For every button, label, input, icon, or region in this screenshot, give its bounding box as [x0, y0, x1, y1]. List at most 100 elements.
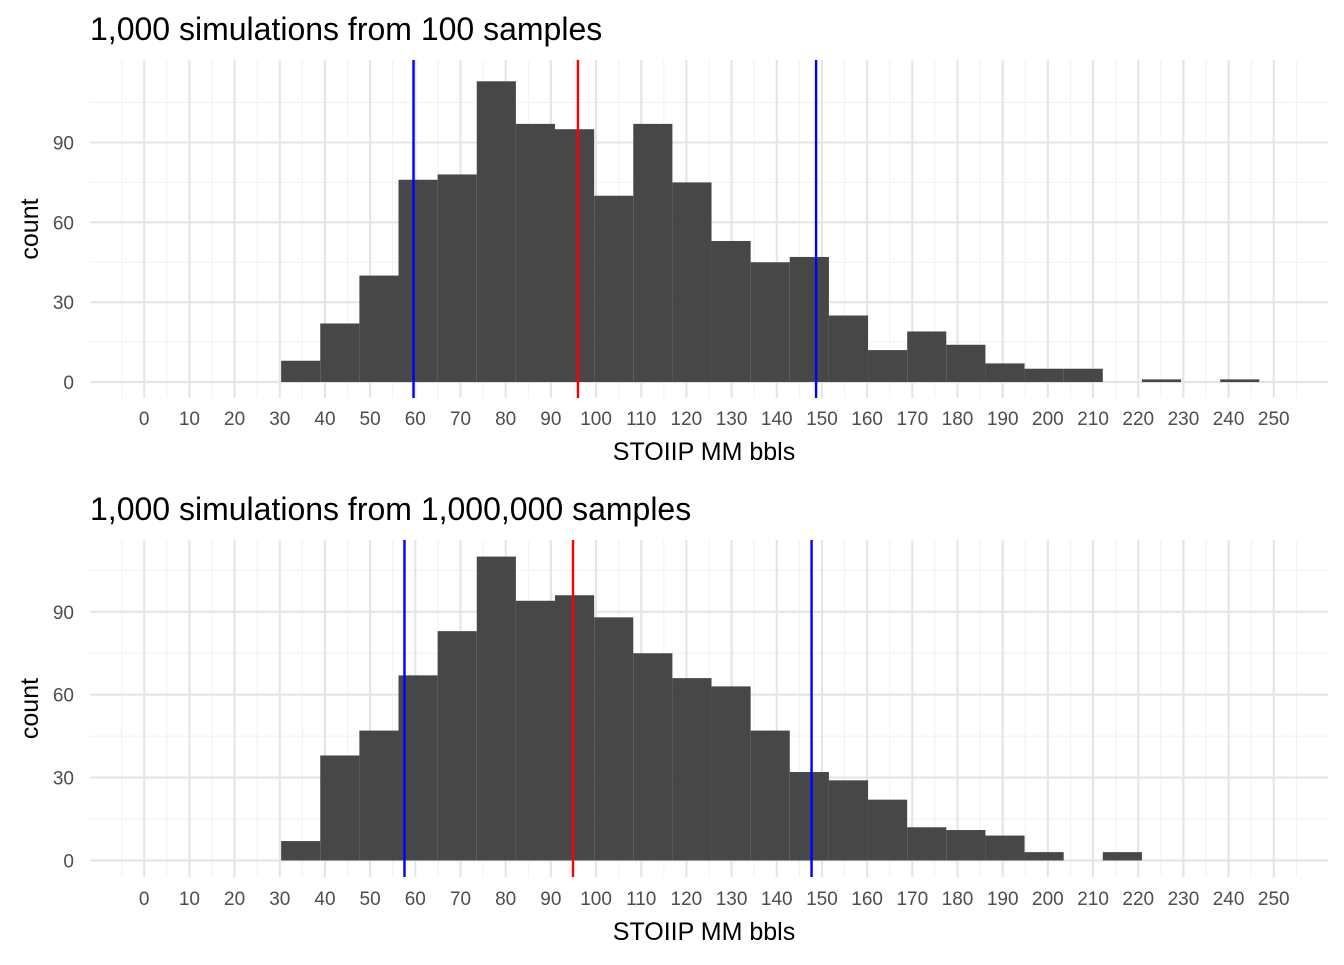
x-tick-label: 230 — [1168, 409, 1200, 430]
x-tick-label: 240 — [1213, 889, 1245, 910]
x-tick-label: 120 — [671, 409, 703, 430]
x-tick-label: 0 — [139, 409, 150, 430]
histogram-bar — [1024, 852, 1064, 861]
x-tick-label: 10 — [179, 409, 200, 430]
x-tick-label: 120 — [671, 889, 703, 910]
x-tick-label: 140 — [761, 889, 793, 910]
histogram-bar — [868, 799, 908, 861]
x-tick-label: 70 — [450, 409, 471, 430]
histogram-bar — [711, 686, 751, 861]
histogram-bar — [789, 772, 829, 861]
y-tick-label: 30 — [53, 769, 74, 790]
x-tick-label: 170 — [896, 409, 928, 430]
histogram-bar — [515, 600, 556, 861]
histogram-bar — [476, 81, 516, 383]
x-axis-title: STOIIP MM bbls — [613, 438, 795, 466]
histogram-bar — [1220, 379, 1260, 383]
histogram-bar — [281, 841, 321, 861]
x-tick-label: 50 — [360, 889, 381, 910]
histogram-bar — [985, 835, 1025, 861]
x-tick-label: 80 — [495, 409, 516, 430]
y-tick-label: 0 — [63, 373, 74, 394]
x-tick-label: 90 — [540, 889, 561, 910]
histogram-bar — [985, 363, 1025, 383]
y-tick-label: 90 — [53, 603, 74, 624]
histogram-bar — [828, 780, 869, 861]
x-tick-label: 180 — [942, 889, 974, 910]
histogram-bar — [633, 123, 673, 383]
y-tick-label: 30 — [53, 293, 74, 314]
x-tick-label: 240 — [1213, 409, 1245, 430]
histogram-bar — [594, 617, 634, 861]
histogram-bar — [907, 827, 947, 861]
histogram-bar — [633, 653, 673, 861]
histogram-bar — [750, 262, 790, 383]
x-tick-label: 80 — [495, 889, 516, 910]
chart-title: 1,000 simulations from 100 samples — [90, 11, 602, 47]
x-tick-label: 40 — [314, 409, 335, 430]
histogram-bar — [437, 631, 477, 861]
x-tick-label: 30 — [269, 889, 290, 910]
x-tick-label: 220 — [1122, 409, 1154, 430]
histogram-bar — [868, 350, 908, 383]
histogram-bar — [398, 179, 438, 383]
y-tick-label: 90 — [53, 134, 74, 155]
histogram-bar — [555, 595, 595, 861]
histogram-bar — [907, 331, 947, 383]
histogram-bar — [789, 256, 829, 383]
x-tick-label: 150 — [806, 889, 838, 910]
histogram-bar — [320, 755, 360, 861]
x-tick-label: 210 — [1077, 409, 1109, 430]
x-tick-label: 190 — [987, 889, 1019, 910]
x-tick-label: 230 — [1168, 889, 1200, 910]
x-tick-label: 150 — [806, 409, 838, 430]
x-tick-label: 170 — [896, 889, 928, 910]
y-tick-label: 0 — [63, 851, 74, 872]
histogram-bar — [946, 344, 986, 383]
x-tick-label: 90 — [540, 409, 561, 430]
x-tick-label: 0 — [139, 889, 150, 910]
x-tick-label: 250 — [1258, 889, 1290, 910]
x-tick-label: 210 — [1077, 889, 1109, 910]
histogram-bar — [359, 730, 399, 861]
x-tick-label: 180 — [942, 409, 974, 430]
x-tick-label: 50 — [360, 409, 381, 430]
chart-panel-2: 0 10 20 30 40 50 60 70 80 90 100 110 120 130 140 150 160… — [16, 491, 1328, 946]
x-tick-label: 250 — [1258, 409, 1290, 430]
histogram-bar — [711, 240, 751, 383]
x-tick-label: 100 — [580, 889, 612, 910]
x-tick-label: 130 — [716, 409, 748, 430]
x-tick-label: 130 — [716, 889, 748, 910]
x-tick-label: 30 — [269, 409, 290, 430]
x-tick-label: 60 — [405, 889, 426, 910]
histogram-bar — [476, 556, 516, 861]
histogram-bar — [320, 323, 360, 383]
histogram-bar — [359, 275, 399, 383]
x-tick-label: 200 — [1032, 409, 1064, 430]
histogram-bar — [750, 730, 790, 861]
x-tick-label: 190 — [987, 409, 1019, 430]
histogram-bar — [555, 129, 595, 383]
histogram-bar — [946, 830, 986, 861]
x-tick-label: 20 — [224, 409, 245, 430]
y-tick-label: 60 — [53, 686, 74, 707]
x-tick-label: 40 — [314, 889, 335, 910]
x-tick-label: 220 — [1122, 889, 1154, 910]
histogram-bar — [672, 182, 712, 383]
histogram-bar — [515, 123, 556, 383]
x-tick-label: 100 — [580, 409, 612, 430]
histogram-bar — [1024, 368, 1064, 383]
histogram-bar — [672, 678, 712, 861]
histogram-bar — [1102, 852, 1142, 861]
x-tick-label: 60 — [405, 409, 426, 430]
histogram-bar — [1141, 379, 1182, 383]
x-tick-label: 160 — [851, 409, 883, 430]
histogram-bar — [828, 315, 869, 383]
histogram-bar — [594, 195, 634, 383]
y-axis-title: count — [16, 198, 44, 259]
histogram-bar — [437, 174, 477, 383]
x-tick-label: 160 — [851, 889, 883, 910]
x-tick-label: 110 — [626, 409, 656, 430]
y-axis-title: count — [16, 678, 44, 739]
